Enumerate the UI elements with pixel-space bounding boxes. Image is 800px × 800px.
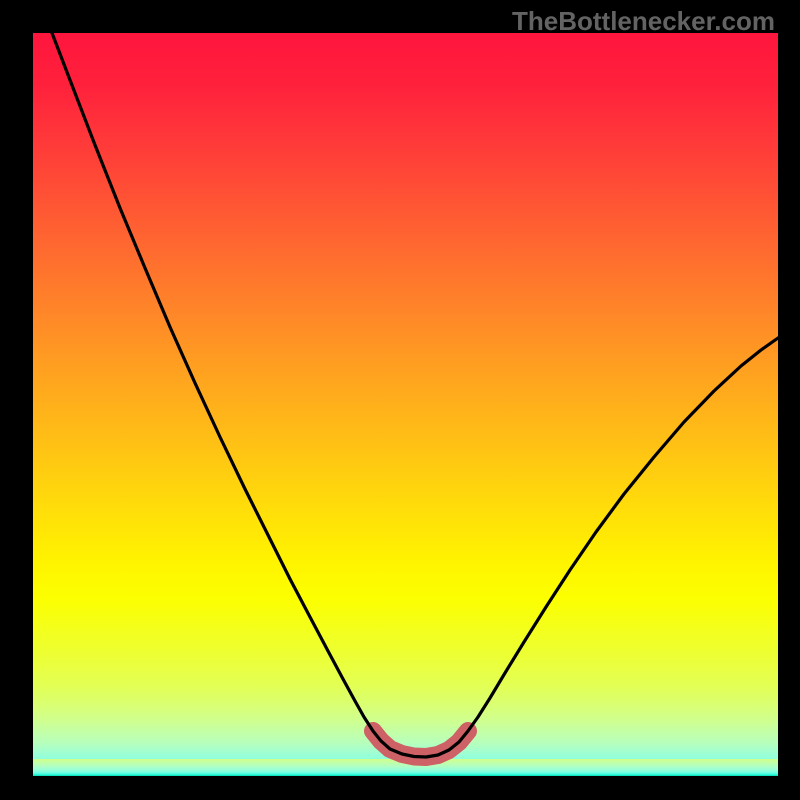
bottleneck-plot <box>0 0 800 800</box>
plot-background <box>33 33 778 776</box>
